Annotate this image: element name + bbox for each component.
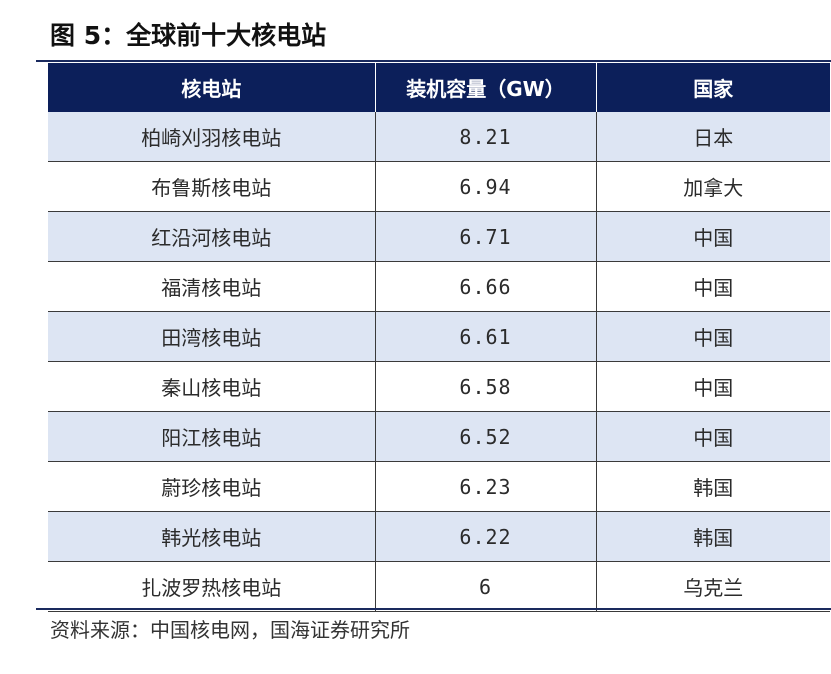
- table-row: 田湾核电站 6.61 中国: [48, 311, 830, 362]
- country-cell: 韩国: [595, 511, 830, 562]
- station-name-cell: 阳江核电站: [48, 411, 376, 462]
- figure-title: 图 5：全球前十大核电站: [50, 21, 327, 50]
- source-note: 资料来源：中国核电网，国海证券研究所: [50, 618, 410, 642]
- capacity-cell: 6: [374, 561, 597, 612]
- capacity-cell: 6.66: [374, 261, 597, 312]
- country-cell: 韩国: [595, 461, 830, 512]
- country-cell: 中国: [595, 311, 830, 362]
- header-country: 国家: [595, 63, 830, 112]
- title-rule: [36, 60, 831, 62]
- table-row: 红沿河核电站 6.71 中国: [48, 211, 830, 262]
- station-name-cell: 蔚珍核电站: [48, 461, 376, 512]
- country-cell: 中国: [595, 261, 830, 312]
- table-row: 秦山核电站 6.58 中国: [48, 361, 830, 412]
- header-capacity: 装机容量（GW）: [374, 63, 597, 112]
- table-row: 柏崎刈羽核电站 8.21 日本: [48, 112, 830, 162]
- capacity-cell: 6.22: [374, 511, 597, 562]
- country-cell: 乌克兰: [595, 561, 830, 612]
- station-name-cell: 韩光核电站: [48, 511, 376, 562]
- station-name-cell: 布鲁斯核电站: [48, 161, 376, 212]
- table-row: 福清核电站 6.66 中国: [48, 261, 830, 312]
- country-cell: 中国: [595, 211, 830, 262]
- station-name-cell: 扎波罗热核电站: [48, 561, 376, 612]
- header-station: 核电站: [48, 63, 376, 112]
- station-name-cell: 柏崎刈羽核电站: [48, 112, 376, 162]
- capacity-cell: 6.58: [374, 361, 597, 412]
- capacity-cell: 6.23: [374, 461, 597, 512]
- bottom-rule: [36, 608, 831, 610]
- country-cell: 加拿大: [595, 161, 830, 212]
- table-row: 蔚珍核电站 6.23 韩国: [48, 461, 830, 512]
- country-cell: 中国: [595, 411, 830, 462]
- station-name-cell: 福清核电站: [48, 261, 376, 312]
- table-row: 阳江核电站 6.52 中国: [48, 411, 830, 462]
- capacity-cell: 6.71: [374, 211, 597, 262]
- station-name-cell: 秦山核电站: [48, 361, 376, 412]
- capacity-cell: 6.52: [374, 411, 597, 462]
- station-name-cell: 红沿河核电站: [48, 211, 376, 262]
- capacity-cell: 8.21: [374, 112, 597, 162]
- country-cell: 中国: [595, 361, 830, 412]
- country-cell: 日本: [595, 112, 830, 162]
- capacity-cell: 6.94: [374, 161, 597, 212]
- station-name-cell: 田湾核电站: [48, 311, 376, 362]
- table-row: 韩光核电站 6.22 韩国: [48, 511, 830, 562]
- table-row: 扎波罗热核电站 6 乌克兰: [48, 561, 830, 612]
- power-station-table: 核电站 装机容量（GW） 国家 柏崎刈羽核电站 8.21 日本 布鲁斯核电站 6…: [48, 63, 830, 612]
- capacity-cell: 6.61: [374, 311, 597, 362]
- table-row: 布鲁斯核电站 6.94 加拿大: [48, 161, 830, 212]
- table-header-row: 核电站 装机容量（GW） 国家: [48, 63, 830, 112]
